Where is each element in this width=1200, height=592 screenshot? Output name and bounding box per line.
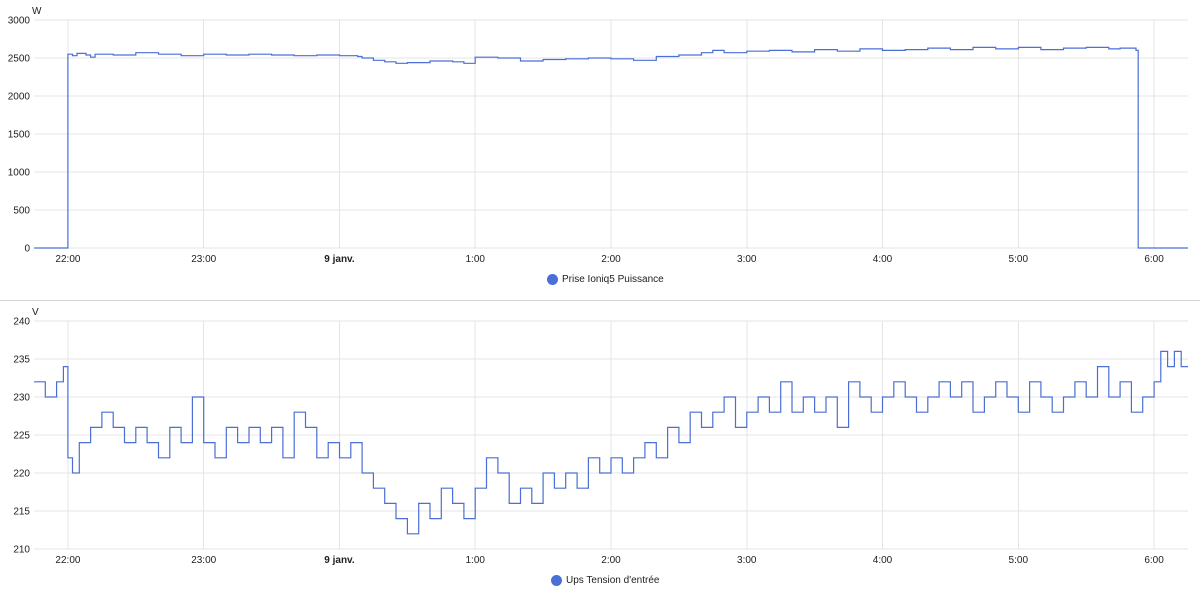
y-tick-label: 235	[13, 355, 30, 366]
x-tick-label: 1:00	[466, 254, 486, 265]
voltage-legend-label: Ups Tension d'entrée	[566, 575, 660, 586]
x-tick-label: 6:00	[1144, 254, 1164, 265]
x-tick-label: 2:00	[601, 555, 621, 566]
voltage-chart: 240 235 230 225 220 215 210 V 22:00 23:00 9 janv. 1…	[0, 296, 1200, 592]
y-tick-label: 0	[24, 244, 30, 255]
voltage-legend[interactable]: Ups Tension d'entrée	[551, 575, 659, 586]
x-tick-label: 22:00	[55, 555, 80, 566]
series-line	[34, 350, 1188, 535]
x-tick-label: 4:00	[873, 555, 893, 566]
y-tick-label: 215	[13, 507, 30, 518]
power-chart: 3000 2500 2000 1500 1000 500 0 W 22:00 23:00 9 jan…	[8, 6, 1188, 285]
x-tick-label: 4:00	[873, 254, 893, 265]
x-tick-label: 2:00	[601, 254, 621, 265]
x-tick-label: 9 janv.	[324, 555, 355, 566]
legend-dot-icon	[547, 274, 558, 285]
x-tick-label: 5:00	[1009, 254, 1029, 265]
x-tick-label: 3:00	[737, 254, 757, 265]
power-chart-plot: 3000 2500 2000 1500 1000 500 0 W 22:00 23:00 9 jan…	[8, 6, 1188, 265]
legend-dot-icon	[551, 575, 562, 586]
x-tick-label: 9 janv.	[324, 254, 355, 265]
series-line	[34, 46, 1188, 249]
y-tick-label: 225	[13, 431, 30, 442]
y-tick-label: 2500	[8, 54, 31, 65]
y-tick-label: 500	[13, 206, 30, 217]
y-tick-label: 220	[13, 469, 30, 480]
y-tick-label: 240	[13, 317, 30, 328]
y-tick-label: 210	[13, 545, 30, 556]
x-tick-label: 23:00	[191, 254, 216, 265]
y-unit-label: V	[32, 307, 39, 318]
x-tick-label: 23:00	[191, 555, 216, 566]
y-unit-label: W	[32, 6, 42, 17]
x-tick-label: 3:00	[737, 555, 757, 566]
y-tick-label: 3000	[8, 16, 31, 27]
power-legend-label: Prise Ioniq5 Puissance	[562, 274, 664, 285]
chart-separator	[0, 300, 1200, 301]
x-tick-label: 5:00	[1009, 555, 1029, 566]
y-tick-label: 230	[13, 393, 30, 404]
y-tick-label: 1000	[8, 168, 31, 179]
power-legend[interactable]: Prise Ioniq5 Puissance	[547, 274, 664, 285]
x-tick-label: 1:00	[466, 555, 486, 566]
x-tick-label: 6:00	[1144, 555, 1164, 566]
voltage-chart-plot: 240 235 230 225 220 215 210 V 22:00 23:00 9 janv. 1…	[13, 307, 1188, 566]
y-tick-label: 1500	[8, 130, 31, 141]
x-tick-label: 22:00	[55, 254, 80, 265]
y-tick-label: 2000	[8, 92, 31, 103]
